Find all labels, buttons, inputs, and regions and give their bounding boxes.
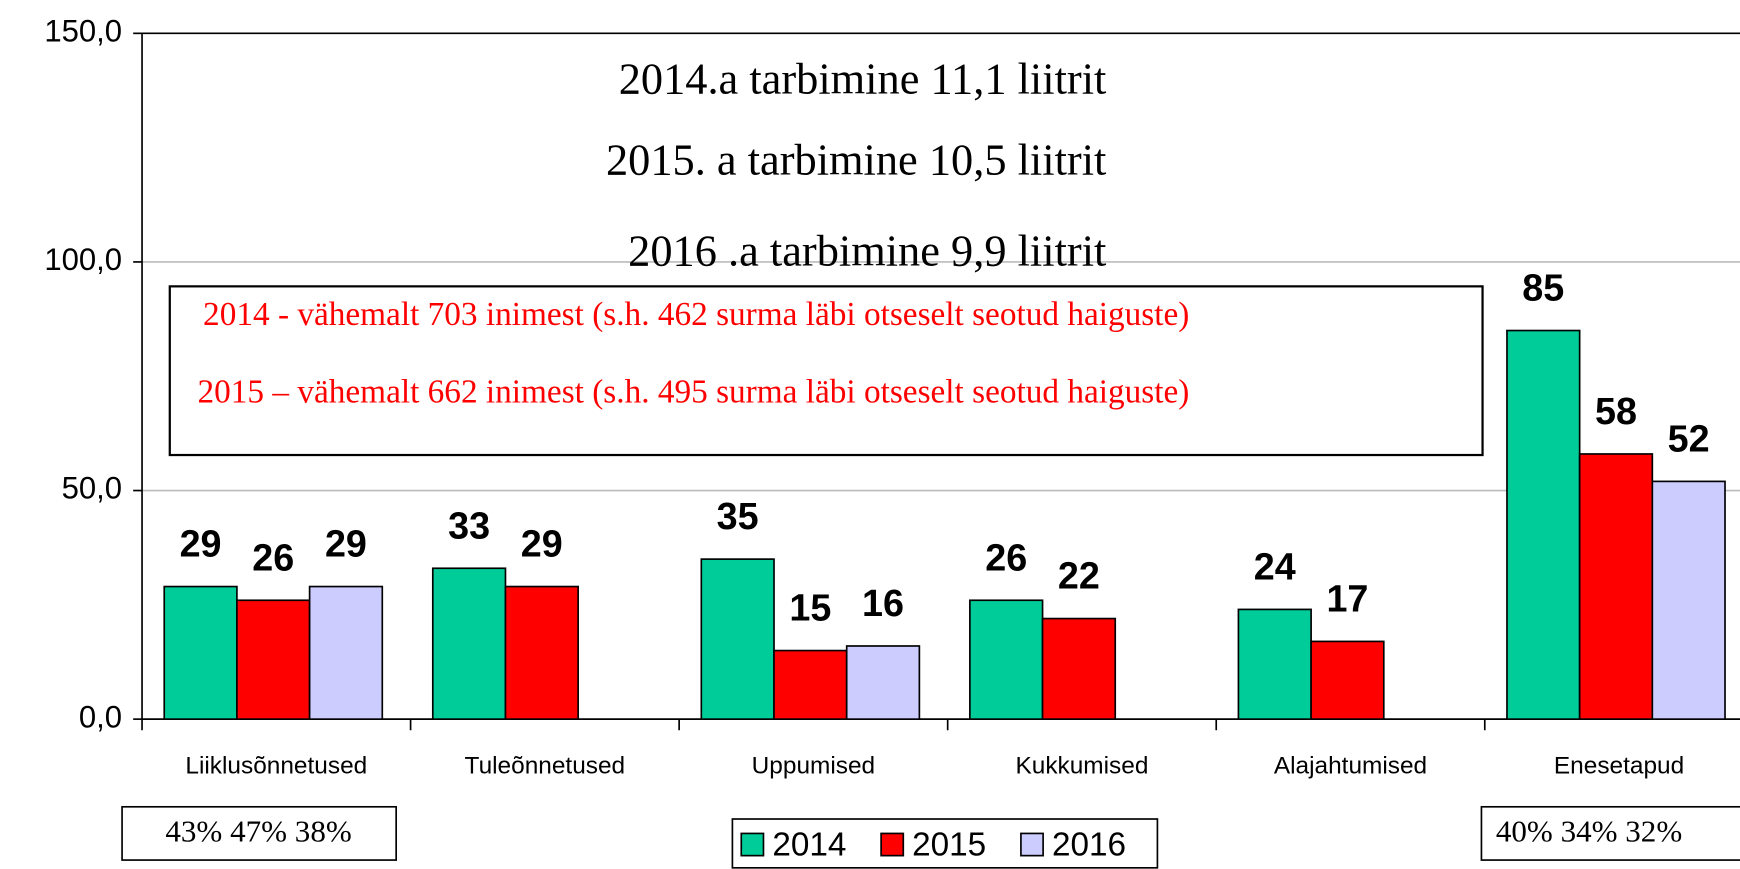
bar [1310,640,1385,720]
data-label: 29 [521,523,563,565]
legend [731,818,1159,869]
bar [1651,480,1726,720]
y-tick-label: 0,0 [79,699,122,734]
data-label: 22 [1058,555,1100,597]
share-note: 43% 47% 38% [165,814,351,849]
bar [700,558,775,720]
red-note: 2014 - vähemalt 703 inimest (s.h. 462 su… [203,296,1189,333]
legend-items: 2014 2015 2016 [740,827,1126,864]
grid: 0,0 50,0 100,0 150,0 Liiklusõnnetused Tuleõnn… [44,14,1740,779]
legend-label: 2015 [912,827,986,864]
y-tick-label: 50,0 [62,471,122,506]
data-label: 85 [1522,267,1564,309]
bar [969,599,1044,720]
data-label: 33 [448,504,490,546]
data-label: 24 [1254,545,1296,587]
legend-label: 2016 [1052,827,1126,864]
data-label: 52 [1668,417,1710,459]
data-label: 26 [985,536,1027,578]
legend-label: 2014 [772,827,846,864]
data-label: 58 [1595,390,1637,432]
annotation: 2015. a tarbimine 10,5 liitrit [606,134,1107,184]
annotation: 2014.a tarbimine 11,1 liitrit [619,53,1107,103]
bar [1578,453,1654,720]
share-note: 40% 34% 32% [1496,814,1682,849]
y-tick-label: 100,0 [44,242,122,277]
data-label: 26 [252,536,294,578]
x-tick-label: Alajahtumised [1274,752,1427,779]
bar [431,567,507,720]
data-label: 29 [180,523,222,565]
bar [1506,329,1581,720]
note-box [168,285,1484,457]
bar [163,585,238,720]
x-tick-label: Liiklusõnnetused [185,752,367,779]
bar [504,585,579,720]
y-tick-label: 150,0 [44,14,122,49]
legend-swatch [740,832,765,857]
legend-swatch [880,832,905,857]
share-box [121,805,397,861]
data-label: 35 [717,495,759,537]
bar [773,649,848,720]
data-label: 17 [1326,577,1368,619]
x-tick-label: Kukkumised [1015,752,1148,779]
data-label: 29 [325,523,367,565]
bar [1041,617,1117,720]
red-note: 2015 – vähemalt 662 inimest (s.h. 495 su… [198,374,1190,411]
data-label: 15 [789,587,831,629]
bars: 29 26 29 33 29 35 15 16 26 22 24 17 85 58 52 [163,267,1726,720]
data-label: 16 [862,582,904,624]
x-tick-label: Uppumised [752,752,875,779]
bar [236,599,311,720]
bar [845,645,921,720]
x-tick-label: Enesetapud [1554,752,1684,779]
legend-swatch [1020,832,1044,857]
x-tick-label: Tuleõnnetused [465,752,626,779]
share-box [1480,805,1740,861]
bar [1237,608,1312,720]
annotation: 2016 .a tarbimine 9,9 liitrit [628,225,1107,275]
bar [308,585,384,720]
